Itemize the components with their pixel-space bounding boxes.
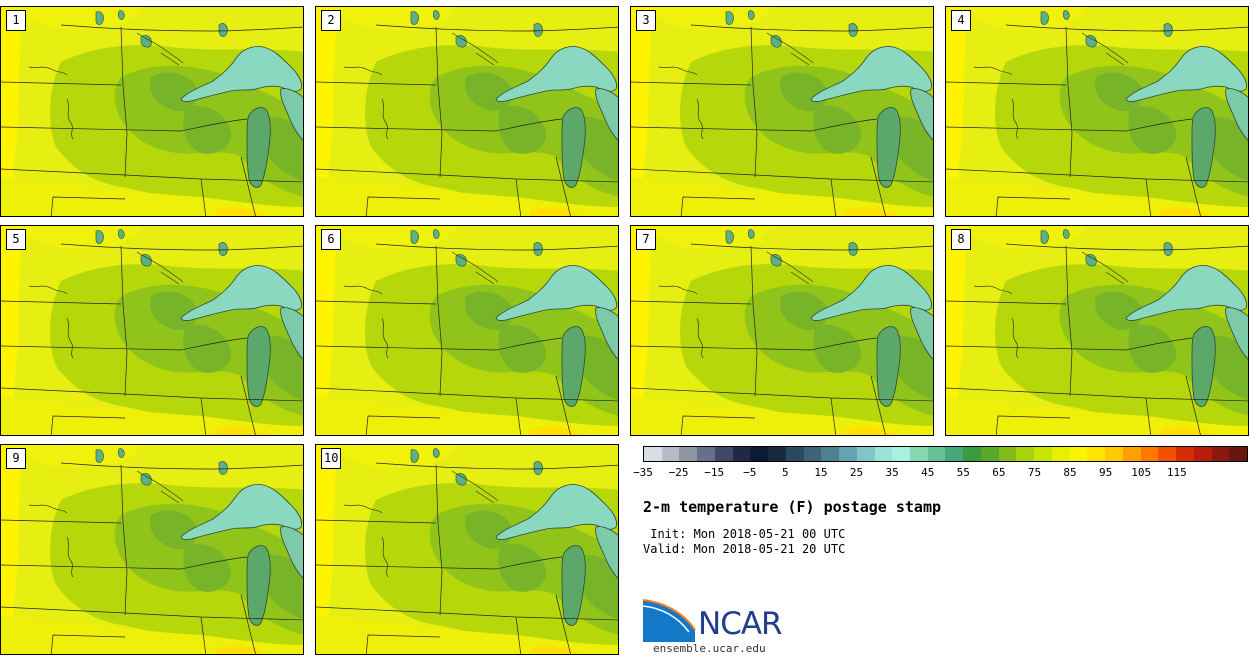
member-label: 5 <box>6 229 26 250</box>
colorbar-tick-label: −15 <box>704 466 725 479</box>
ensemble-url[interactable]: ensemble.ucar.edu <box>653 642 766 655</box>
member-label: 6 <box>321 229 341 250</box>
colorbar-segment <box>1051 447 1070 461</box>
colorbar-segment <box>1069 447 1088 461</box>
colorbar-segment <box>910 447 928 461</box>
colorbar-segment <box>679 447 698 461</box>
colorbar-segment <box>1140 447 1159 461</box>
colorbar-segment <box>1034 447 1052 461</box>
colorbar-tick-label: 25 <box>849 466 864 479</box>
temperature-map <box>946 7 1248 216</box>
colorbar-segment <box>945 447 964 461</box>
ensemble-member-panel[interactable]: 1 <box>0 6 304 217</box>
colorbar-segment <box>1105 447 1123 461</box>
colorbar-segment <box>644 447 662 461</box>
colorbar-ticks: −35 −25 −15 −5 5 15 25 35 45 55 65 75 85 95 105 115 <box>633 466 1248 482</box>
member-label: 9 <box>6 448 26 469</box>
colorbar-segment <box>661 447 680 461</box>
colorbar-segment <box>892 447 911 461</box>
temperature-map <box>946 226 1248 435</box>
colorbar-segment <box>856 447 875 461</box>
member-label: 10 <box>321 448 342 469</box>
colorbar-segment <box>874 447 893 461</box>
member-label: 3 <box>636 10 656 31</box>
valid-time: Valid: Mon 2018-05-21 20 UTC <box>643 542 846 556</box>
colorbar-segment <box>697 447 715 461</box>
member-label: 4 <box>951 10 971 31</box>
colorbar-segment <box>998 447 1017 461</box>
figure-title: 2-m temperature (F) postage stamp <box>643 498 942 516</box>
colorbar-segment <box>1211 447 1230 461</box>
colorbar-segment <box>714 447 733 461</box>
colorbar-tick-label: 55 <box>956 466 970 479</box>
colorbar-tick-label: 45 <box>921 466 935 479</box>
ensemble-member-panel[interactable]: 10 <box>315 444 619 655</box>
colorbar-segment <box>1016 447 1035 461</box>
ensemble-member-panel[interactable]: 7 <box>630 225 934 436</box>
colorbar-tick-label: 5 <box>782 466 789 479</box>
ensemble-member-panel[interactable]: 4 <box>945 6 1249 217</box>
colorbar-tick-label: 75 <box>1027 466 1042 479</box>
member-label: 8 <box>951 229 971 250</box>
colorbar-tick-label: 115 <box>1166 466 1187 479</box>
temperature-map <box>316 445 618 654</box>
colorbar-segment <box>803 447 822 461</box>
colorbar-tick-label: 95 <box>1099 466 1113 479</box>
colorbar-tick-label: 105 <box>1131 466 1152 479</box>
colorbar-segment <box>1087 447 1106 461</box>
ensemble-member-panel[interactable]: 9 <box>0 444 304 655</box>
colorbar-tick-label: 65 <box>992 466 1006 479</box>
colorbar-segment <box>1193 447 1212 461</box>
colorbar-legend: −35 −25 −15 −5 5 15 25 35 45 55 65 75 85 95 105 115 <box>633 446 1248 486</box>
colorbar-segment <box>1229 447 1247 461</box>
temperature-map <box>316 7 618 216</box>
member-label: 1 <box>6 10 26 31</box>
colorbar-segment <box>1176 447 1194 461</box>
ensemble-member-panel[interactable]: 5 <box>0 225 304 436</box>
colorbar-segment <box>980 447 999 461</box>
colorbar-tick-label: 35 <box>885 466 899 479</box>
colorbar-segment <box>1158 447 1177 461</box>
colorbar-tick-label: 85 <box>1063 466 1077 479</box>
ensemble-member-panel[interactable]: 8 <box>945 225 1249 436</box>
temperature-map <box>1 445 303 654</box>
colorbar-tick-label: 15 <box>814 466 828 479</box>
colorbar-tick-label: −25 <box>668 466 689 479</box>
ensemble-member-panel[interactable]: 6 <box>315 225 619 436</box>
temperature-map <box>631 226 933 435</box>
colorbar-segment <box>821 447 840 461</box>
colorbar-segment <box>768 447 786 461</box>
init-time: Init: Mon 2018-05-21 00 UTC <box>643 527 846 541</box>
colorbar-segment <box>839 447 857 461</box>
member-label: 2 <box>321 10 341 31</box>
ncar-logo-mark <box>643 599 696 642</box>
colorbar-tick-label: −35 <box>633 466 653 479</box>
colorbar-tick-label: −5 <box>743 466 757 479</box>
temperature-map <box>1 226 303 435</box>
colorbar-segment <box>732 447 751 461</box>
temperature-map <box>631 7 933 216</box>
colorbar <box>643 446 1248 462</box>
member-label: 7 <box>636 229 656 250</box>
colorbar-segment <box>1122 447 1141 461</box>
colorbar-segment <box>750 447 769 461</box>
ensemble-member-panel[interactable]: 3 <box>630 6 934 217</box>
colorbar-segment <box>963 447 981 461</box>
colorbar-segment <box>785 447 804 461</box>
ensemble-member-panel[interactable]: 2 <box>315 6 619 217</box>
ncar-logo-text: NCAR <box>698 606 783 642</box>
temperature-map <box>1 7 303 216</box>
colorbar-segment <box>927 447 946 461</box>
temperature-map <box>316 226 618 435</box>
